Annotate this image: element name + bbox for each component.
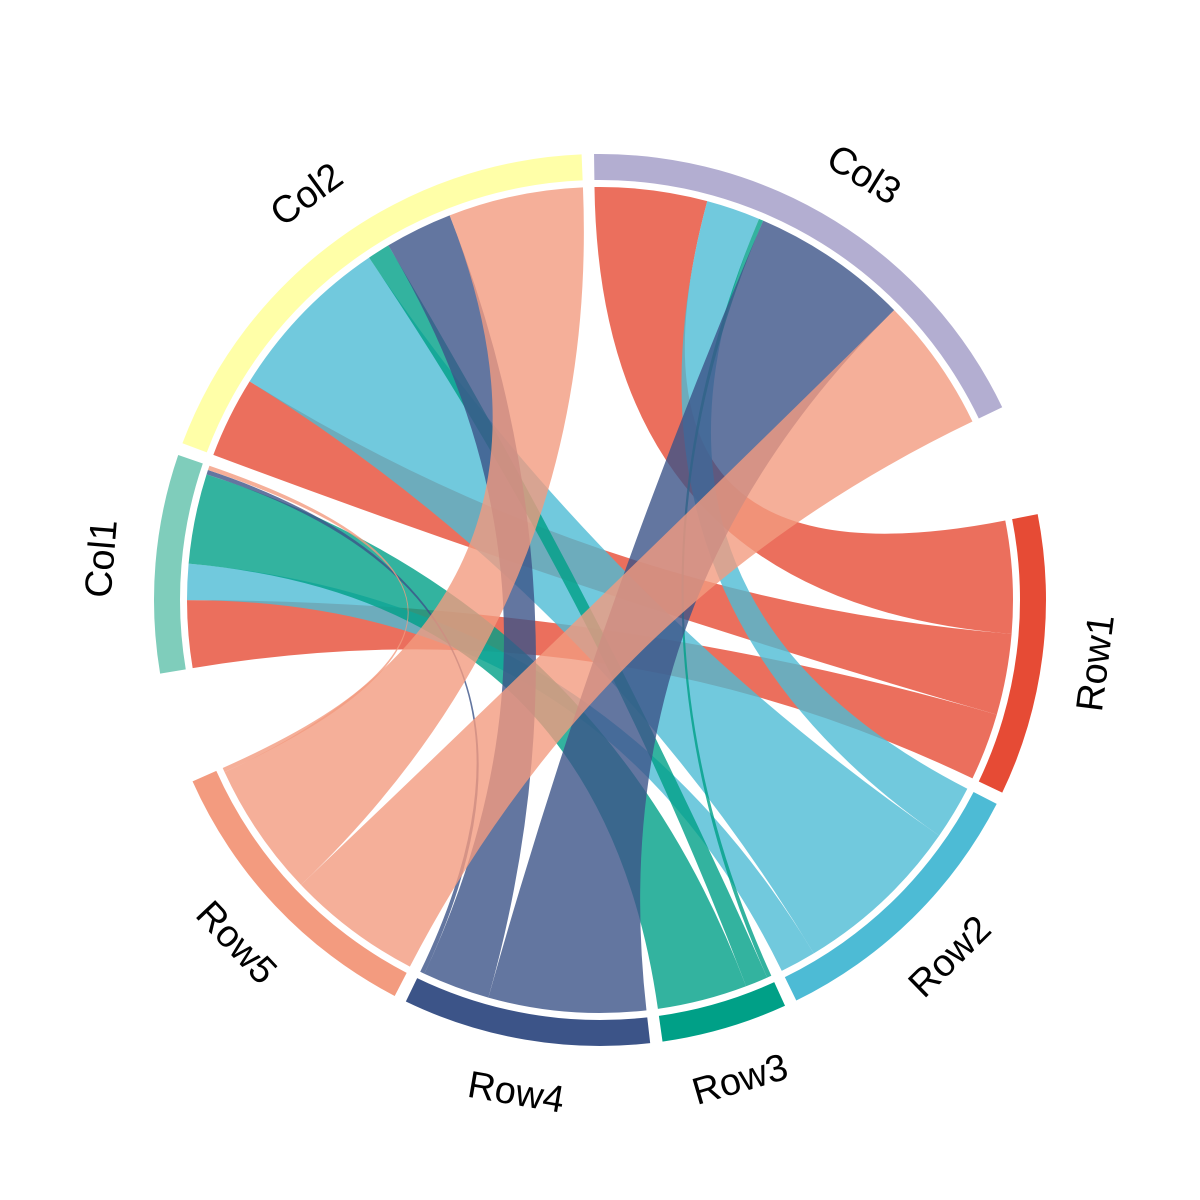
link-row1-col3 (594, 187, 1013, 634)
link-row5-col2 (224, 187, 584, 885)
sector-label-row3: Row3 (688, 1046, 793, 1114)
sector-col1 (154, 455, 203, 674)
links-layer (186, 187, 1013, 1014)
link-row3-col2 (369, 245, 768, 987)
sector-label-col3: Col3 (819, 137, 908, 214)
link-row3-col3 (681, 218, 772, 978)
sector-row4 (405, 978, 651, 1047)
sector-col3 (594, 154, 1003, 419)
sector-label-col2: Col2 (263, 155, 351, 235)
sectors-layer (154, 154, 1047, 1047)
link-row5-col3 (300, 310, 973, 967)
link-row3-col1 (188, 474, 747, 1009)
link-row1-col1 (187, 600, 997, 779)
sector-row5 (192, 770, 407, 996)
sector-label-row1: Row1 (1069, 612, 1123, 714)
sector-row3 (658, 982, 786, 1042)
sector-col2 (182, 154, 583, 453)
sector-row1 (978, 514, 1047, 793)
sector-label-row4: Row4 (465, 1064, 568, 1122)
sector-label-row5: Row5 (187, 893, 284, 993)
sector-label-row2: Row2 (901, 908, 1000, 1006)
link-row1-col2 (213, 381, 1012, 715)
link-row2-col3 (681, 201, 968, 836)
sector-row2 (784, 791, 997, 1001)
sector-label-col1: Col1 (78, 518, 126, 599)
